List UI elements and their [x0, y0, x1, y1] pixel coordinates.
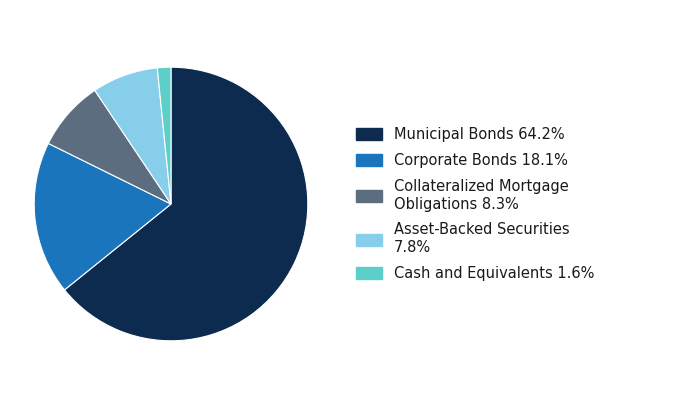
Wedge shape [95, 68, 171, 204]
Wedge shape [34, 144, 171, 290]
Wedge shape [49, 91, 171, 204]
Wedge shape [157, 67, 171, 204]
Wedge shape [64, 67, 308, 341]
Legend: Municipal Bonds 64.2%, Corporate Bonds 18.1%, Collateralized Mortgage
Obligation: Municipal Bonds 64.2%, Corporate Bonds 1… [356, 127, 594, 281]
